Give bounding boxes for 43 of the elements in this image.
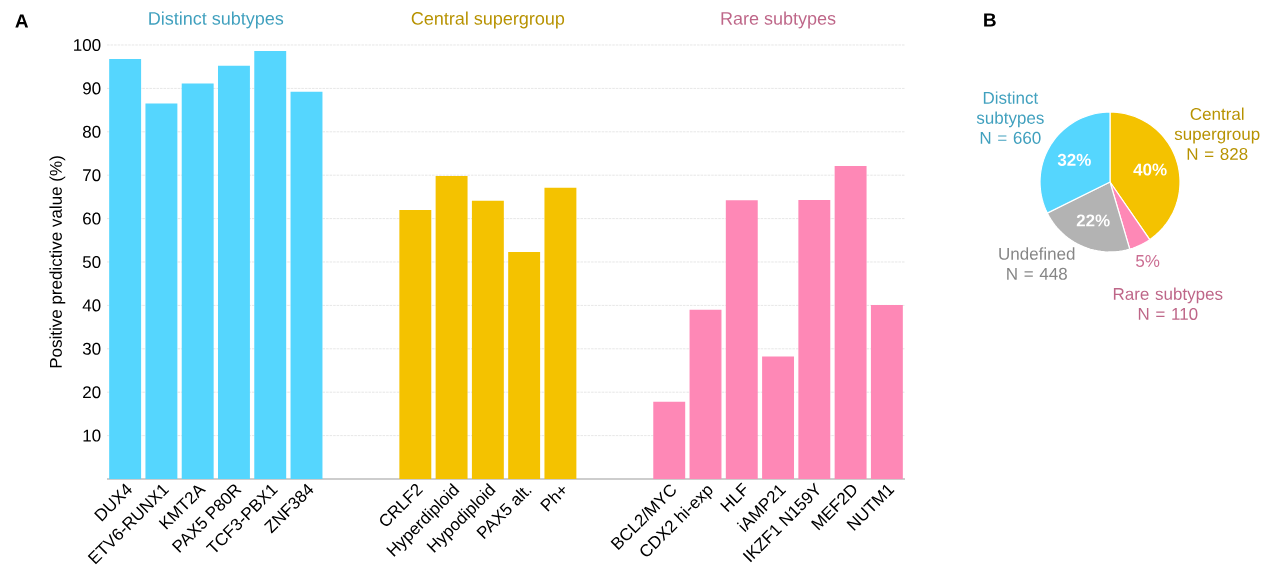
bar xyxy=(653,401,686,479)
y-tick-label: 100 xyxy=(74,38,101,52)
y-tick-label: 50 xyxy=(82,255,101,269)
y-tick-label: 20 xyxy=(83,386,101,399)
data-label: 32% xyxy=(1057,153,1091,166)
y-tick-label: 60 xyxy=(83,212,101,225)
bar xyxy=(435,176,468,479)
y-tick-label: 80 xyxy=(82,125,101,138)
slice-label: Rare subtypes N = 110 xyxy=(1113,287,1223,320)
bar xyxy=(508,252,541,479)
chart-title: B xyxy=(984,13,996,27)
text: Distinct subtypes xyxy=(149,11,284,29)
bar xyxy=(544,187,577,479)
y-tick-label: 40 xyxy=(82,299,101,312)
bar xyxy=(798,199,831,479)
text: Rare subtypes xyxy=(721,11,836,29)
data-label: 40% xyxy=(1133,163,1167,176)
text: Central supergroup xyxy=(411,11,565,29)
bar xyxy=(181,83,214,479)
data-label: 22% xyxy=(1076,214,1110,227)
y-tick-label: 30 xyxy=(82,342,101,355)
x-tick-label: Ph+ xyxy=(540,486,565,512)
bar xyxy=(254,51,287,479)
chart-title: A xyxy=(15,14,29,28)
y-tick-label: 10 xyxy=(83,429,101,442)
y-axis-title: Positive predictive value (%) xyxy=(49,156,66,368)
slice-label: Distinct subtypes N = 660 xyxy=(976,91,1044,144)
bar xyxy=(834,166,867,479)
bar xyxy=(725,200,758,479)
bar xyxy=(109,58,142,479)
bar xyxy=(762,356,795,479)
bar xyxy=(218,65,250,479)
slice-label: Undefined N = 448 xyxy=(999,247,1075,280)
bar xyxy=(471,200,504,479)
data-label: 5% xyxy=(1136,255,1160,267)
bar xyxy=(399,209,432,479)
y-tick-label: 90 xyxy=(83,82,101,95)
slice-label: Central supergroup N = 828 xyxy=(1174,107,1260,161)
bar xyxy=(870,304,903,479)
y-tick-label: 70 xyxy=(83,169,101,182)
bar xyxy=(689,309,722,479)
bar xyxy=(145,103,178,479)
bar xyxy=(290,91,323,479)
